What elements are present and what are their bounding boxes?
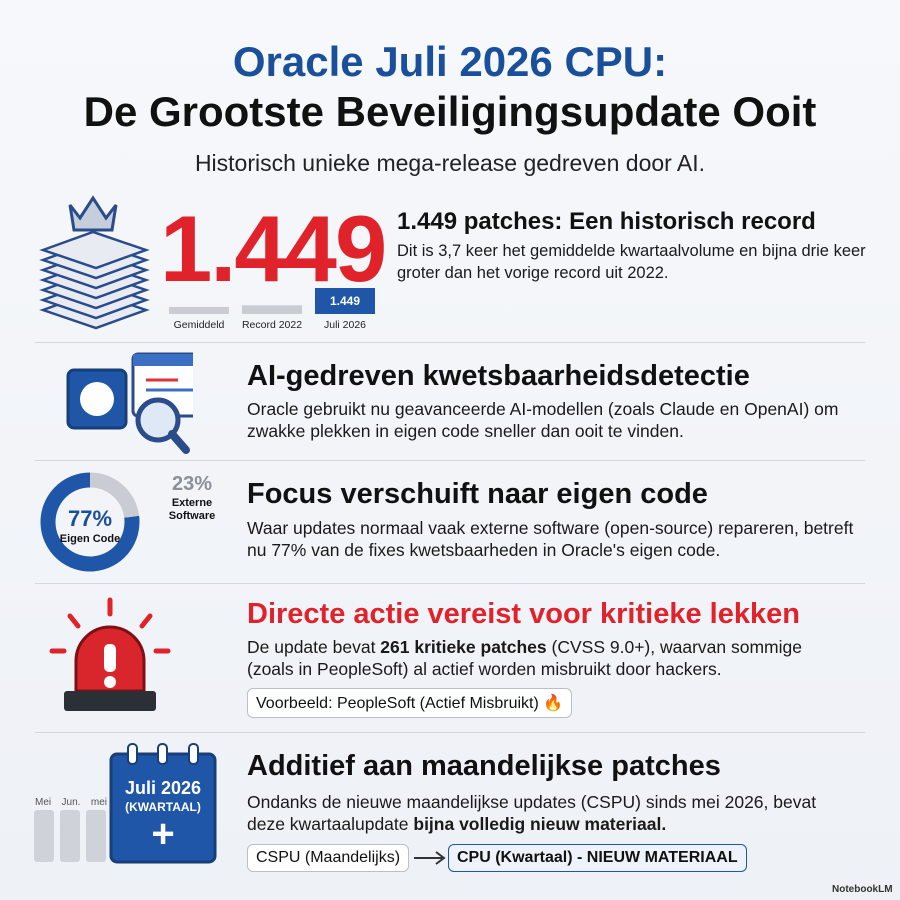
body-text: (CVSS 9.0+), waarvan sommige (zoals in P… (247, 637, 802, 679)
x-tick-label: Juli 2026 (324, 319, 366, 331)
calendar-subtitle: (KWARTAAL) (125, 800, 201, 814)
donut-segment (40, 472, 140, 572)
bar (315, 288, 375, 314)
big-number: 1.449 (160, 196, 387, 301)
ai-icon (66, 352, 193, 454)
siren-icon (49, 597, 171, 711)
heading: AI-gedreven kwetsbaarheidsdetectie (247, 360, 750, 392)
body: Oracle gebruikt nu geavanceerde AI-model… (247, 399, 839, 441)
stack-icon (39, 195, 150, 330)
month-bars (34, 810, 106, 862)
donut-segment (89, 472, 140, 519)
body: Waar updates normaal vaak externe softwa… (247, 518, 854, 560)
bar-label: 1.449 (330, 294, 360, 308)
flow-arrow (414, 851, 446, 865)
flow-box: CSPU (Maandelijks) (247, 844, 410, 872)
heading: Focus verschuift naar eigen code (247, 478, 708, 510)
x-tick-label: Gemiddeld (174, 319, 225, 331)
category-label: Eigen Code (60, 533, 121, 545)
month-label: Mei (35, 797, 52, 808)
body-text: Ondanks de nieuwe maandelijkse updates (… (247, 792, 817, 834)
value-label: 23% (172, 473, 212, 495)
calendar-icon (109, 743, 217, 864)
category-label: Externe Software (169, 497, 215, 522)
bar-chart: Gemiddeld Record 2022 1.449 Juli 2026 (169, 288, 375, 331)
body-text: De update bevat (247, 637, 381, 657)
heading: 1.449 patches: Een historisch record (397, 208, 816, 235)
month-label: mei (90, 797, 107, 808)
heading: Additief aan maandelijkse patches (247, 750, 721, 782)
subtitle: Historisch unieke mega-release gedreven … (194, 150, 706, 176)
title: Oracle Juli 2026 CPU: (232, 38, 668, 85)
tag: Voorbeeld: PeopleSoft (Actief Misbruikt)… (247, 688, 573, 718)
brand: NotebookLM (832, 884, 893, 895)
month-label: Jun. (61, 797, 81, 808)
x-tick-label: Record 2022 (242, 319, 302, 331)
calendar-plus: + (151, 812, 175, 856)
heading: Directe actie vereist voor kritieke lekk… (247, 598, 800, 630)
body-bold: 261 kritieke patches (380, 637, 547, 657)
bar (242, 305, 302, 314)
flow-box: CPU (Kwartaal) - NIEUW MATERIAAL (448, 844, 747, 872)
body-bold: bijna volledig nieuw materiaal. (413, 814, 667, 834)
calendar-title: Juli 2026 (124, 778, 202, 798)
donut-chart: 77% Eigen Code 23%Externe Software (40, 472, 215, 572)
divider (35, 732, 865, 733)
body: De update bevat 261 kritieke patches (CV… (247, 636, 847, 680)
body: Ondanks de nieuwe maandelijkse updates (… (247, 791, 847, 835)
divider (35, 460, 865, 461)
value-label: 77% (68, 506, 112, 531)
month-labels: Mei Jun. mei (35, 797, 107, 808)
body: Dit is 3,7 keer het gemiddelde kwartaalv… (397, 242, 866, 282)
title: De Grootste Beveiligingsupdate Ooit (83, 88, 817, 135)
bar (169, 306, 229, 314)
divider (35, 583, 865, 584)
divider (35, 342, 865, 343)
